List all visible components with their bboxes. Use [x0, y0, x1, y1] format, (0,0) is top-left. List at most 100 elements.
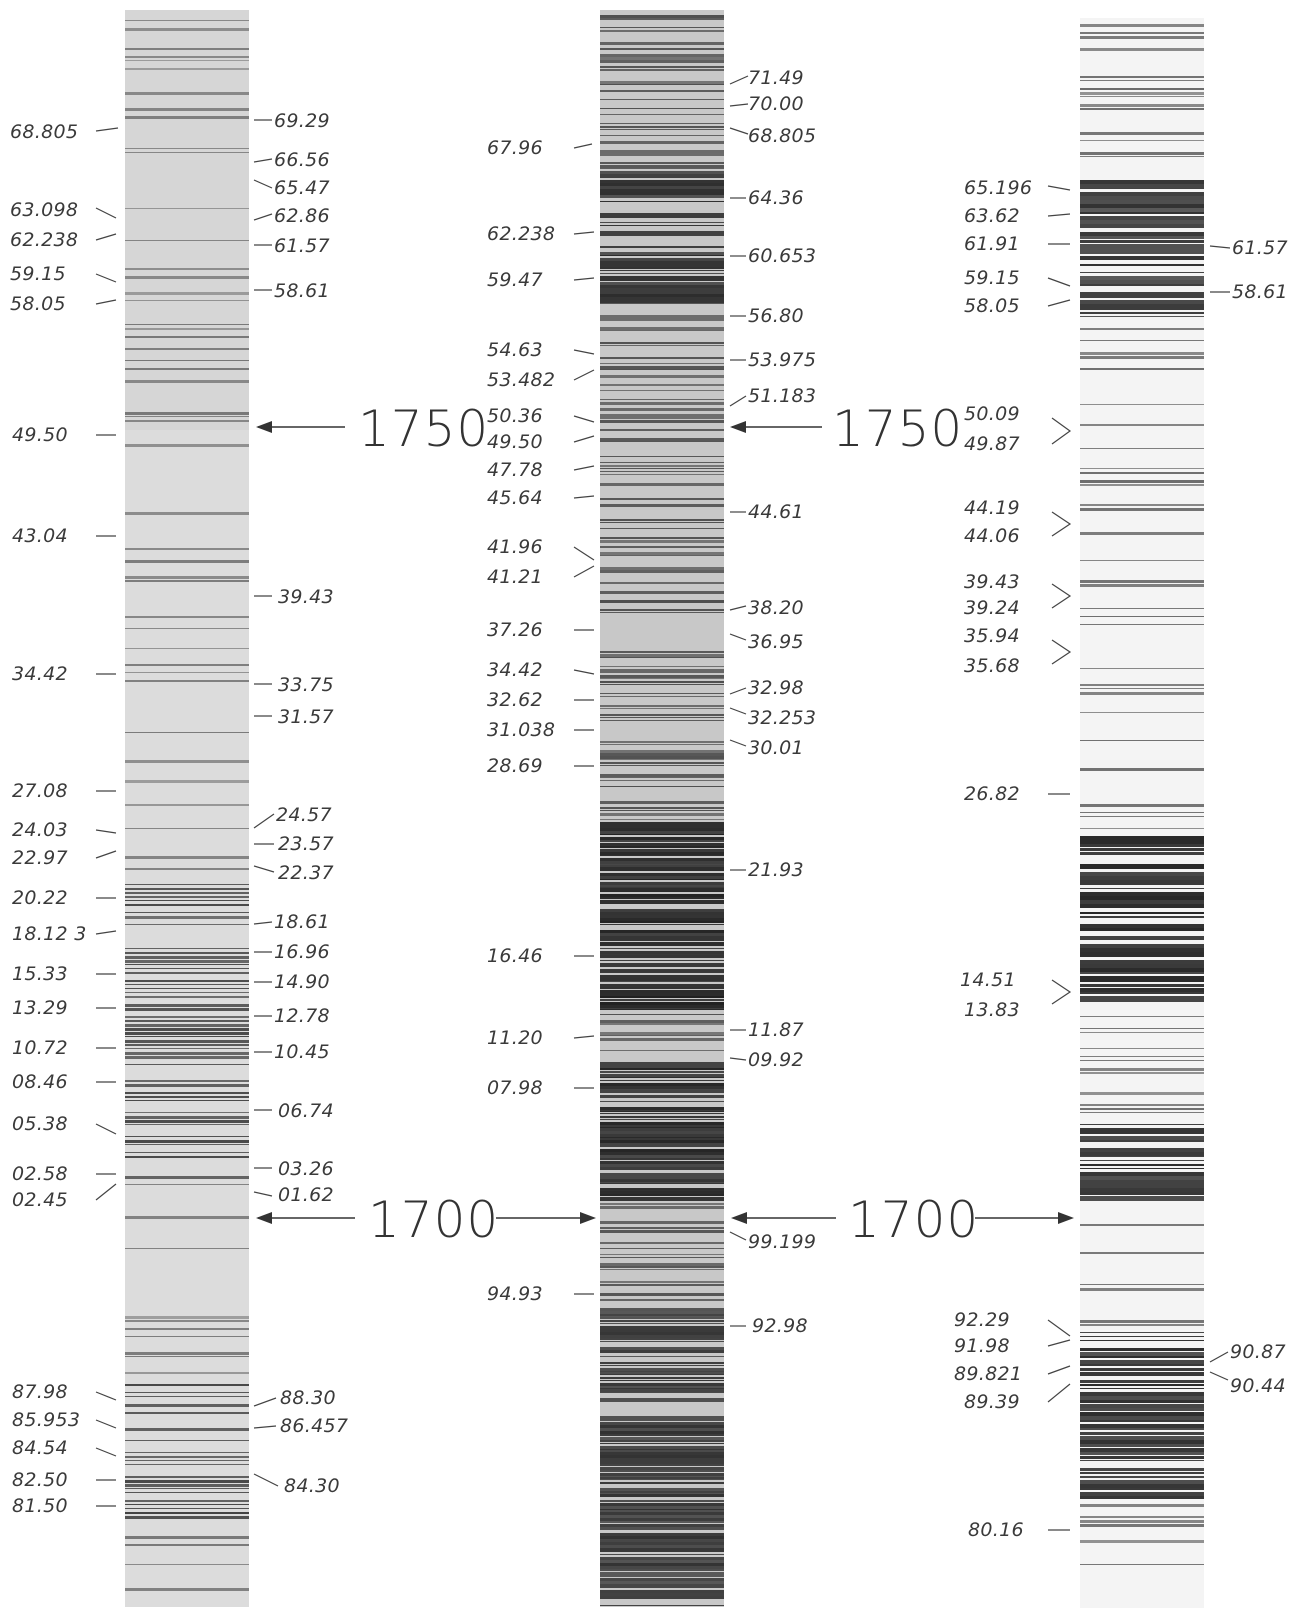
wavelength-label: 70.00: [748, 93, 804, 115]
spectral-line: [1080, 968, 1204, 974]
spectral-line: [1080, 472, 1204, 474]
spectral-line: [600, 189, 724, 193]
spectral-line: [600, 939, 724, 941]
spectral-line: [600, 1500, 724, 1502]
wavelength-label: 02.58: [12, 1163, 68, 1185]
spectral-line: [600, 1335, 724, 1339]
spectral-line: [600, 429, 724, 431]
spectral-line: [1080, 1140, 1204, 1142]
spectral-line: [1080, 1452, 1204, 1455]
wavelength-label: 71.49: [748, 67, 804, 89]
wavelength-label: 39.43: [964, 571, 1020, 593]
spectral-line: [1080, 256, 1204, 260]
spectral-line: [125, 1476, 249, 1478]
wavelength-label: 14.51: [960, 969, 1016, 991]
marker-1750-middle-label: 1750: [832, 400, 963, 458]
spectral-line: [1080, 292, 1204, 298]
spectral-line: [125, 28, 249, 31]
spectral-line: [125, 1100, 249, 1101]
spectral-line: [600, 48, 724, 50]
spectral-line: [600, 1023, 724, 1025]
spectral-line: [125, 732, 249, 733]
wavelength-label: 53.482: [487, 369, 555, 391]
spectral-line: [1080, 1364, 1204, 1366]
spectral-line: [600, 675, 724, 678]
spectral-line: [1080, 812, 1204, 813]
spectral-line: [1080, 248, 1204, 254]
spectral-line: [1080, 984, 1204, 987]
spectral-line: [600, 1128, 724, 1131]
spectral-line: [600, 252, 724, 255]
spectral-line: [125, 416, 249, 417]
wavelength-label: 11.87: [748, 1019, 804, 1041]
spectral-line: [1080, 276, 1204, 280]
spectral-line: [125, 148, 249, 149]
spectral-line: [600, 1392, 724, 1393]
spectral-line: [125, 896, 249, 898]
spectral-line: [600, 399, 724, 400]
spectral-line: [1080, 1336, 1204, 1337]
spectral-line: [600, 384, 724, 386]
spectral-line: [600, 654, 724, 657]
spectral-line: [1080, 1152, 1204, 1157]
spectral-line: [1080, 480, 1204, 483]
wavelength-label: 05.38: [12, 1113, 68, 1135]
spectral-line: [125, 856, 249, 859]
spectral-line: [1080, 1092, 1204, 1095]
spectral-line: [600, 1362, 724, 1364]
spectral-line: [600, 1389, 724, 1393]
spectral-line: [600, 528, 724, 529]
spectral-line: [1080, 1384, 1204, 1386]
spectral-line: [125, 1396, 249, 1397]
spectral-line: [600, 222, 724, 223]
spectral-line: [600, 1341, 724, 1342]
spectral-line: [125, 912, 249, 913]
spectral-line: [600, 69, 724, 71]
spectral-line: [1080, 992, 1204, 994]
spectral-line: [600, 330, 724, 331]
wavelength-label: 82.50: [12, 1469, 68, 1491]
wavelength-label: 68.805: [748, 125, 816, 147]
spectral-line: [1080, 156, 1204, 157]
spectral-line: [1080, 668, 1204, 669]
spectral-line: [125, 1024, 249, 1027]
wavelength-label: 38.20: [748, 597, 804, 619]
spectral-line: [1080, 1524, 1204, 1527]
spectral-line: [1080, 1504, 1204, 1507]
spectral-line: [600, 1242, 724, 1244]
wavelength-label: 92.29: [954, 1309, 1010, 1331]
spectral-line: [1080, 852, 1204, 855]
spectral-line: [1080, 1516, 1204, 1518]
wavelength-label: 80.16: [968, 1519, 1024, 1541]
spectral-line: [125, 1080, 249, 1082]
spectral-line: [1080, 96, 1204, 97]
spectral-line: [1080, 840, 1204, 846]
spectral-line: [600, 213, 724, 218]
spectral-line: [125, 1492, 249, 1493]
spectral-line: [600, 1326, 724, 1330]
spectral-line: [1080, 1440, 1204, 1445]
spectral-line: [1080, 1176, 1204, 1182]
wavelength-label: 49.50: [12, 424, 68, 446]
spectral-line: [600, 201, 724, 202]
spectral-line: [125, 1588, 249, 1591]
spectral-line: [600, 693, 724, 694]
spectral-line: [125, 980, 249, 982]
spectral-line: [600, 948, 724, 949]
marker-1750-left: 1750: [256, 400, 488, 458]
wavelength-label: 68.805: [10, 121, 78, 143]
spectral-line: [600, 978, 724, 981]
wavelength-label: 32.62: [487, 689, 543, 711]
spectral-line: [600, 1149, 724, 1153]
spectral-line: [1080, 608, 1204, 609]
spectral-line: [125, 1064, 249, 1065]
spectral-line: [600, 288, 724, 294]
spectral-line: [1080, 404, 1204, 405]
spectral-line: [600, 402, 724, 405]
spectral-line: [1080, 532, 1204, 535]
wavelength-label: 88.30: [280, 1387, 336, 1409]
spectral-line: [600, 810, 724, 811]
spectral-line: [600, 1374, 724, 1375]
spectral-line: [125, 968, 249, 969]
spectral-line: [125, 1384, 249, 1386]
